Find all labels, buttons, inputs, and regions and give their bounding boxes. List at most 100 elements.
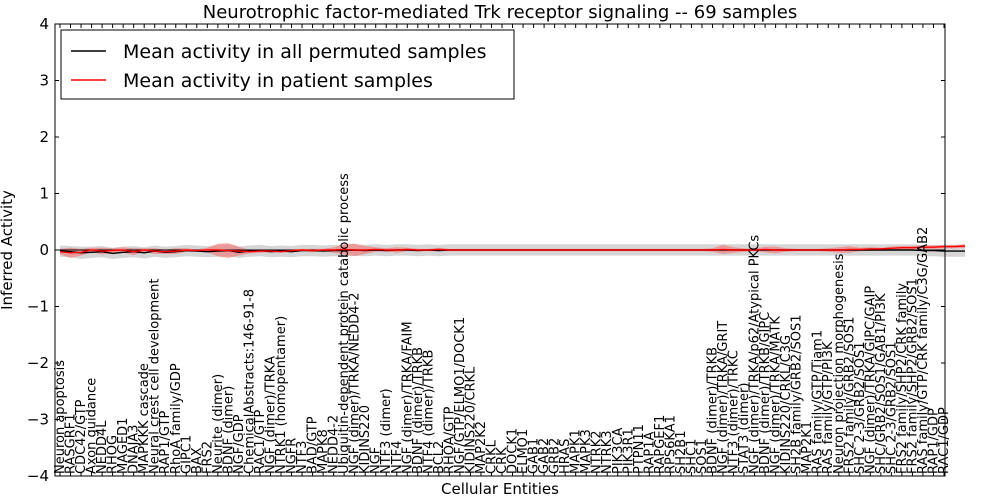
x-category-label: DNAJA3 bbox=[127, 425, 142, 474]
series-lines bbox=[59, 245, 966, 255]
x-category-label: SHC1 bbox=[684, 439, 699, 474]
x-category-label: BAD/GTP bbox=[306, 416, 321, 474]
legend-box bbox=[60, 29, 515, 100]
x-category-label: HRAS bbox=[558, 439, 573, 474]
y-tick-label: −3 bbox=[27, 411, 49, 429]
x-axis-ticks bbox=[59, 24, 945, 476]
x-category-label: NGF (dimer)/TRKA/p62/Atypical PKCs bbox=[748, 235, 763, 474]
x-category-label: BAX bbox=[190, 447, 205, 474]
x-category-label: MAPK3 bbox=[579, 429, 594, 474]
x-category-label: STAT3 (dimer) bbox=[737, 383, 752, 474]
x-category-label: NTRK1 (homopentamer) bbox=[274, 316, 289, 474]
x-category-label: RPS6KA1 bbox=[663, 415, 678, 474]
x-category-label: RAPGEF1 bbox=[653, 415, 668, 474]
x-category-label: PIK3R1 bbox=[621, 428, 636, 474]
x-category-label: Neuron projection morphogenesis bbox=[832, 253, 847, 474]
x-category-label: CRKL bbox=[485, 439, 500, 474]
x-category-label: ELMO1 bbox=[516, 429, 531, 474]
x-category-label: RASGRF1 bbox=[64, 413, 79, 474]
x-category-label: BCL2 bbox=[432, 441, 447, 474]
legend: Mean activity in all permuted samples Me… bbox=[60, 29, 515, 100]
x-category-label: NEDD4L bbox=[95, 420, 110, 474]
x-category-label: BDNF (dimer) bbox=[221, 386, 236, 474]
x-category-label: Ubiquitin-dependent protein catabolic pr… bbox=[337, 173, 352, 474]
x-category-label: MAPKKK cascade bbox=[137, 363, 152, 474]
x-category-label: SHC/GRB2/SOS1/GAB1/PI3K bbox=[874, 293, 889, 474]
x-category-label: SHC 2-3/GRB2/SOS1 bbox=[853, 341, 868, 474]
x-category-label: MAGED1 bbox=[116, 418, 131, 474]
x-category-label: GAB2 bbox=[537, 438, 552, 474]
x-axis-label: Cellular Entities bbox=[441, 480, 559, 498]
x-category-label: NGF bbox=[369, 447, 384, 474]
x-category-label: RAS family/GTP/Tiam1 bbox=[811, 330, 826, 474]
x-category-label: NGF (dimer)/TRKA/GRIT bbox=[716, 321, 731, 474]
x-category-label: RhoA family/GDP bbox=[169, 363, 184, 474]
x-category-label: CDC42/GTP bbox=[74, 399, 89, 474]
x-category-label: FRS2 family/SHP2/CRK family bbox=[895, 283, 910, 474]
x-category-label: GRB2 bbox=[548, 438, 563, 474]
x-category-label: SH2B family/GRB2/SOS1 bbox=[790, 314, 805, 474]
x-category-label: BDNF (dimer)/TRKB bbox=[411, 347, 426, 474]
x-category-label: NGF (dimer)/TRKA/FAIM bbox=[400, 321, 415, 474]
y-axis-ticks: −4 −3 −2 −1 0 1 2 3 4 bbox=[27, 15, 945, 485]
x-category-label: NGF/GDP bbox=[232, 414, 247, 474]
x-category-label: MAPK8 bbox=[316, 429, 331, 474]
x-category-label: RHOG bbox=[106, 435, 121, 474]
x-category-label: PIK3CA bbox=[611, 427, 626, 474]
x-category-label: RAP1/GTP bbox=[158, 411, 173, 474]
x-category-label: RAP1A bbox=[642, 431, 657, 474]
x-category-label: NGFR bbox=[285, 438, 300, 474]
plot-frame bbox=[54, 23, 946, 477]
x-category-label: MAPK1 bbox=[569, 429, 584, 474]
legend-label-permuted: Mean activity in all permuted samples bbox=[123, 41, 486, 63]
x-category-label: NGF (dimer)/TRKA bbox=[264, 356, 279, 474]
x-category-label: NEDD4-2 bbox=[327, 415, 342, 474]
x-category-label: NTF3 (dimer)/TRKC bbox=[727, 350, 742, 474]
x-category-label: KIDINS220/CRKL/C3G bbox=[779, 335, 794, 474]
x-category-label: NTRK2 bbox=[590, 431, 605, 475]
x-category-label: MAP2K1 bbox=[800, 421, 815, 474]
x-category-label: FRS2 bbox=[200, 441, 215, 474]
x-category-label: NTF4 (dimer)/TRKB bbox=[421, 350, 436, 474]
x-category-label: PTPN11 bbox=[632, 424, 647, 474]
x-category-label: NGF/GTP/ELMO1/DOCK1 bbox=[453, 317, 468, 474]
x-category-label: Neurite (dimer) bbox=[211, 374, 226, 474]
x-category-label: NTF3 bbox=[295, 441, 310, 474]
x-category-label: NTF4 bbox=[390, 441, 405, 474]
x-category-label: GIPC1 bbox=[179, 435, 194, 474]
x-category-label: BDNF (dimer)/TRKB bbox=[706, 347, 721, 474]
y-tick-label: 0 bbox=[39, 241, 49, 259]
y-tick-label: 2 bbox=[39, 128, 49, 146]
x-category-label: FRS2 family/SHP2/GRB2/SOS1 bbox=[905, 278, 920, 474]
y-tick-label: 4 bbox=[39, 15, 49, 33]
x-category-label: FRS2 family/GRB2/SOS1 bbox=[842, 317, 857, 474]
x-category-label: KIDINS220 bbox=[358, 405, 373, 474]
chart-title: Neurotrophic factor-mediated Trk recepto… bbox=[203, 2, 797, 23]
x-category-label: MAP2K2 bbox=[474, 421, 489, 474]
y-tick-label: −4 bbox=[27, 467, 49, 485]
x-category-label: SHC 2-3/GRB2/SOS1 bbox=[884, 341, 899, 474]
x-category-label: Neural crest cell development bbox=[148, 279, 163, 474]
x-category-label: RAS family/GTP/CRK family/C3G/GAB2 bbox=[916, 227, 931, 474]
x-category-label: DOCK1 bbox=[506, 428, 521, 474]
x-category-label: SH2B1 bbox=[674, 431, 689, 475]
x-category-label: RAS family/GTP/PI3K bbox=[821, 341, 836, 474]
x-category-label: NTF3 (dimer) bbox=[379, 388, 394, 474]
x-category-label: KIDINS220/CRKL bbox=[463, 366, 478, 474]
y-tick-label: −1 bbox=[27, 298, 49, 316]
x-category-label: GAB1 bbox=[527, 438, 542, 474]
legend-label-patient: Mean activity in patient samples bbox=[123, 70, 433, 92]
x-category-label: BDNF (dimer)/TRKB/GIPC bbox=[758, 312, 773, 474]
y-axis-label: Inferred Activity bbox=[0, 190, 16, 310]
x-category-label: NGF (dimer)/TRKA/MATK bbox=[769, 316, 784, 474]
x-category-label: NGF (dimer)/TRKA/GIPC/GAIP bbox=[863, 286, 878, 474]
series-line-1 bbox=[59, 245, 966, 254]
y-tick-label: −2 bbox=[27, 354, 49, 372]
x-category-label: NGF (dimer)/TRKA/NEDD4-2 bbox=[348, 292, 363, 474]
x-category-label: RHOA/GTP bbox=[442, 406, 457, 474]
x-category-label: CRK bbox=[495, 447, 510, 474]
x-category-label: NTRK3 bbox=[600, 431, 615, 475]
x-category-label: SOS1 bbox=[695, 439, 710, 474]
